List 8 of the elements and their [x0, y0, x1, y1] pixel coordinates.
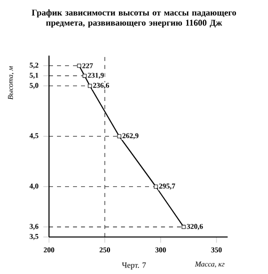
- point: [88, 84, 92, 88]
- point: [154, 184, 158, 189]
- point: [77, 64, 82, 68]
- point: [182, 224, 186, 229]
- text: Черт. 7: [122, 262, 146, 270]
- point: [117, 134, 122, 138]
- chart-title: График зависимости высоты от массы падающего предмета, развивающего энергию 11600 Дж: [32, 9, 236, 28]
- point: [82, 74, 87, 78]
